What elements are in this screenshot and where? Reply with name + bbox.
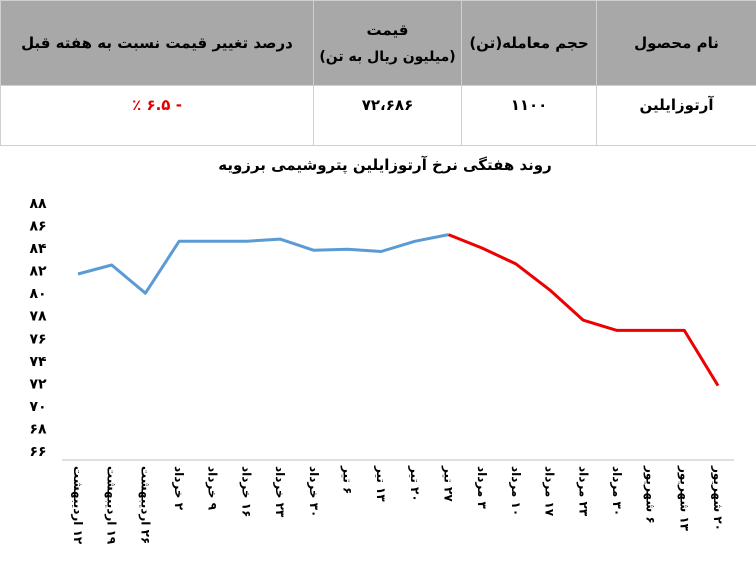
line-chart: روند هفتگی نرخ آرتوزایلین پتروشیمی برزوی… [29, 156, 734, 545]
header-product: نام محصول [596, 0, 756, 86]
y-tick-label: ۷۴ [29, 354, 47, 370]
x-axis: ۱۲ اردیبهشت ۱۹ اردیبهشت ۲۶ اردیبهشت ۲ خرداد… [62, 459, 734, 545]
header-price-label: قیمت [366, 21, 409, 39]
y-tick-label: ۷۸ [29, 309, 47, 325]
x-tick-label: ۱۰ مرداد [509, 466, 523, 516]
y-tick-label: ۸۶ [29, 219, 46, 235]
y-tick-label: ۸۰ [29, 286, 46, 302]
x-tick-label: ۳۰ خرداد [307, 466, 321, 517]
header-price-unit: (میلیون ریال به تن) [319, 49, 456, 65]
x-tick-label: ۲۰ شهریور [710, 465, 725, 531]
x-tick-label: ۱۷ مرداد [543, 466, 557, 517]
x-tick-label: ۹ خرداد [206, 466, 220, 511]
series-line-red [447, 233, 720, 387]
y-tick-label: ۷۰ [29, 399, 46, 415]
y-tick-label: ۷۲ [29, 376, 47, 392]
x-tick-label: ۶ تیر [340, 465, 354, 494]
y-tick-label: ۷۶ [29, 331, 46, 347]
y-tick-label: ۸۴ [29, 241, 47, 257]
cell-product: آرتوزایلین [596, 85, 756, 146]
y-tick-label: ۶۶ [29, 444, 46, 460]
header-price: قیمت (میلیون ریال به تن) [313, 0, 462, 86]
x-tick-label: ۲۷ تیر [442, 465, 456, 502]
x-tick-label: ۲۶ اردیبهشت [138, 466, 152, 544]
x-tick-label: ۳۰ مرداد [610, 466, 624, 516]
x-tick-label: ۲۳ خرداد [273, 466, 287, 518]
x-tick-label: ۲ خرداد [172, 466, 186, 511]
cell-price: ۷۲،۶۸۶ [313, 85, 462, 146]
y-tick-label: ۸۲ [29, 264, 47, 280]
table-header-row: نام محصول حجم معامله(تن) قیمت (میلیون ری… [0, 0, 756, 86]
x-tick-label: ۲۳ مرداد [576, 466, 590, 517]
y-tick-label: ۸۸ [29, 196, 47, 212]
x-tick-label: ۱۳ شهریور [676, 465, 691, 532]
y-tick-label: ۶۸ [29, 421, 47, 437]
x-tick-label: ۳ مرداد [475, 466, 489, 510]
series-lines [77, 233, 720, 387]
x-tick-label: ۱۲ اردیبهشت [71, 466, 85, 545]
price-table: نام محصول حجم معامله(تن) قیمت (میلیون ری… [0, 0, 756, 146]
x-tick-label: ۲۰ تیر [408, 465, 422, 502]
x-tick-label: ۱۹ اردیبهشت [105, 466, 119, 545]
x-tick-label: ۱۳ تیر [374, 465, 388, 502]
header-change: درصد تغییر قیمت نسبت به هفته قبل [0, 0, 314, 86]
table-row: آرتوزایلین ۱۱۰۰ ۷۲،۶۸۶ - ۶.۵ ٪ [0, 85, 756, 146]
chart-title: روند هفتگی نرخ آرتوزایلین پتروشیمی برزوی… [218, 156, 552, 175]
x-tick-label: ۱۶ خرداد [239, 466, 253, 517]
cell-volume: ۱۱۰۰ [461, 85, 597, 146]
y-axis: ۶۶ ۶۸ ۷۰ ۷۲ ۷۴ ۷۶ ۷۸ ۸۰ ۸۲ ۸۴ ۸۶ ۸۸ [29, 196, 47, 460]
x-tick-label: ۶ شهریور [643, 465, 658, 524]
header-volume: حجم معامله(تن) [461, 0, 597, 86]
change-value: - ۶.۵ ٪ [132, 96, 182, 114]
series-line-blue [77, 233, 449, 295]
cell-change: - ۶.۵ ٪ [0, 85, 314, 146]
